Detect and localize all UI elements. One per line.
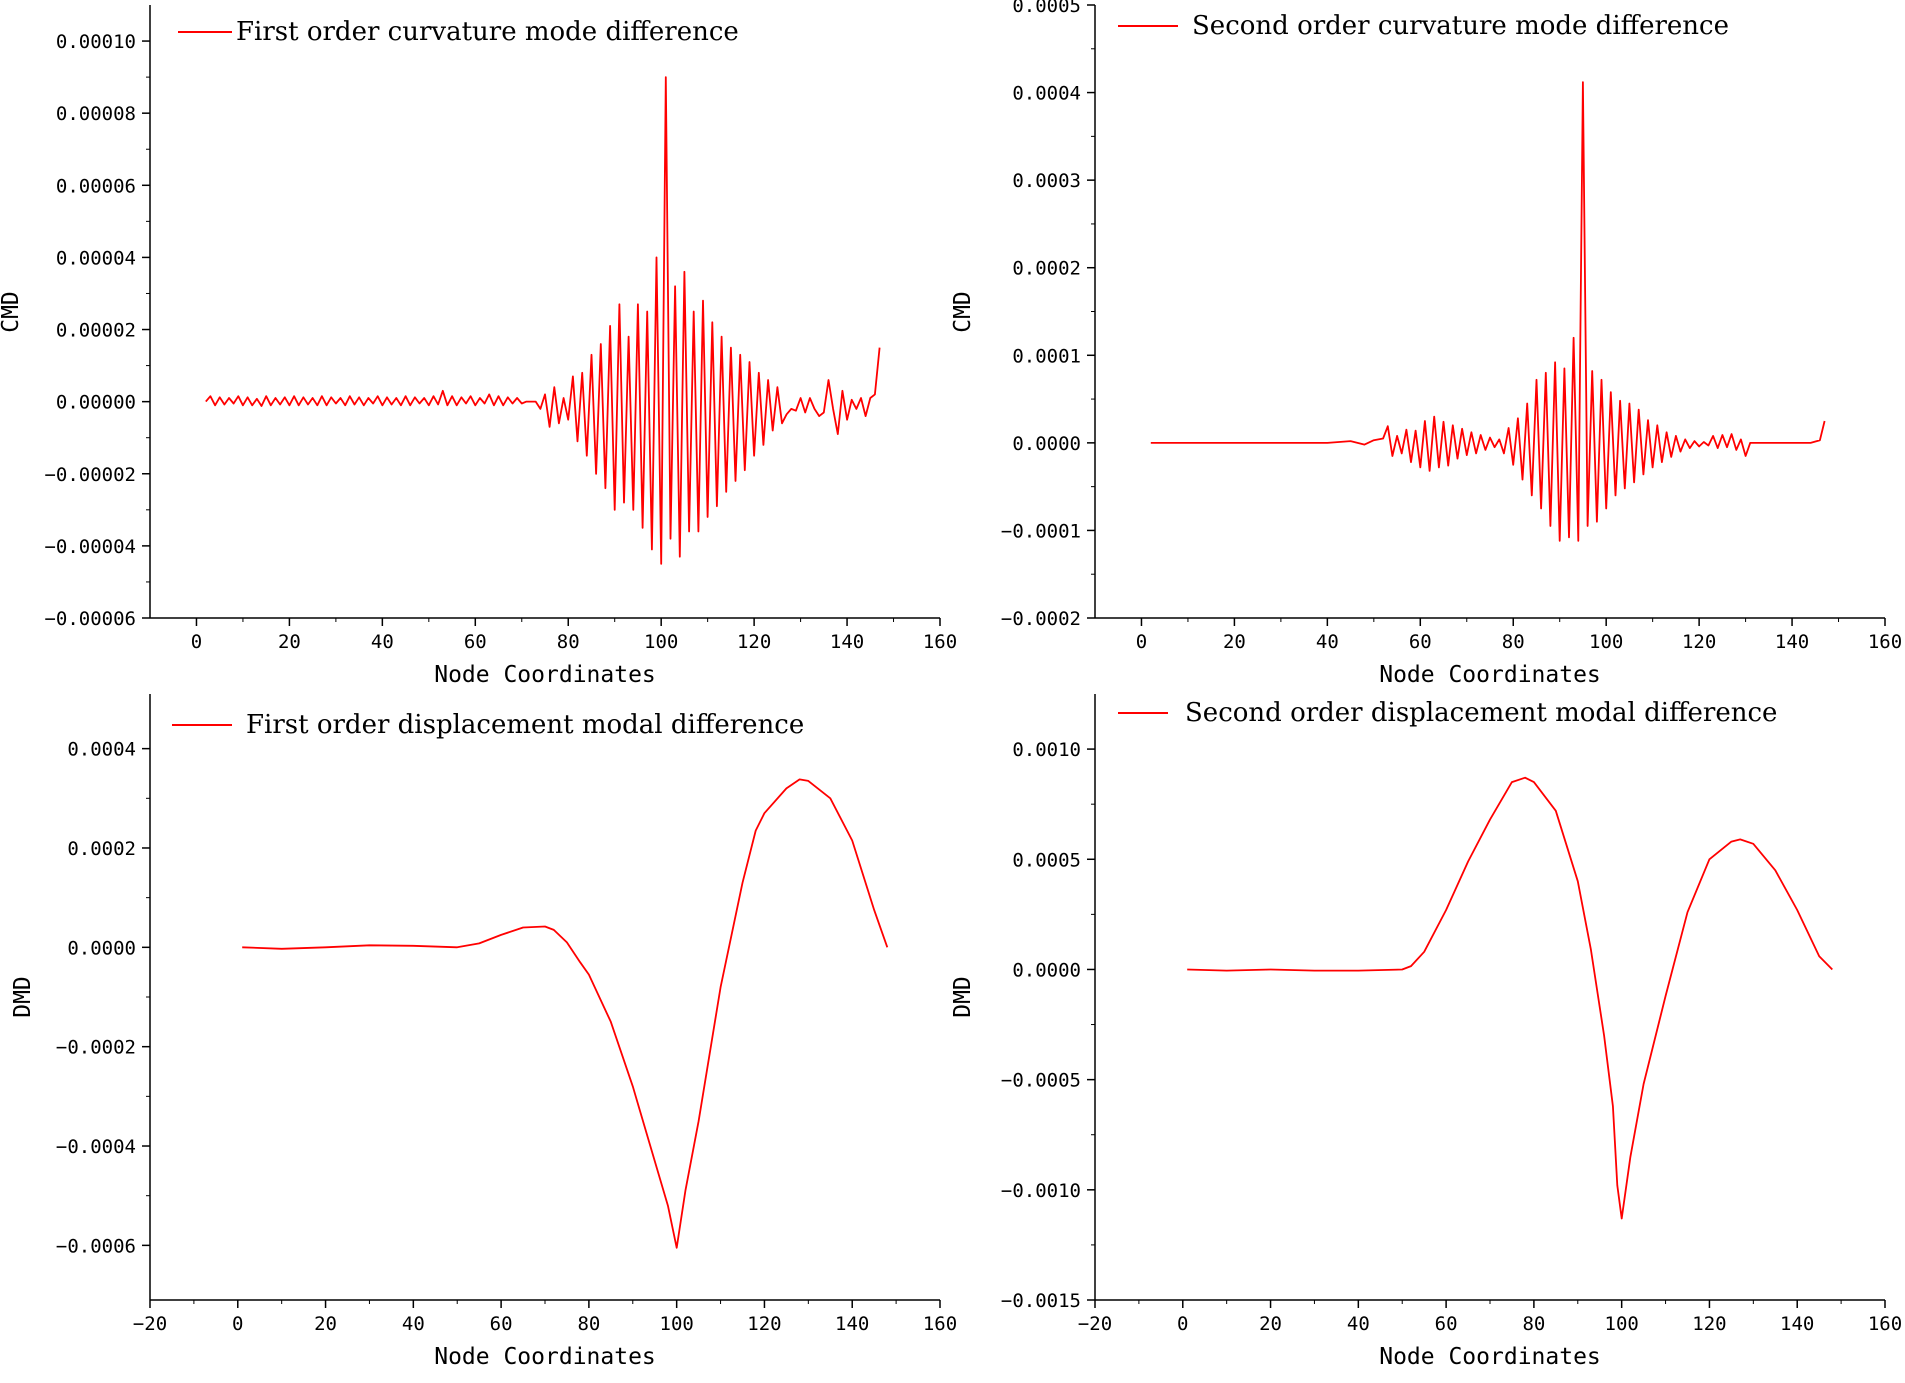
- y-tick-label: −0.0015: [1001, 1290, 1081, 1312]
- y-tick-label: 0.0000: [67, 937, 136, 959]
- x-tick-label: 80: [1502, 631, 1525, 653]
- x-tick-label: 60: [1435, 1313, 1458, 1335]
- x-tick-label: 20: [278, 631, 301, 653]
- series-line: [1187, 776, 1833, 1220]
- y-tick-label: 0.00004: [56, 247, 136, 269]
- legend-label: Second order curvature mode difference: [1192, 11, 1729, 41]
- y-tick-label: 0.0005: [1012, 849, 1081, 871]
- x-tick-label: 120: [1692, 1313, 1726, 1335]
- y-tick-label: 0.0002: [67, 838, 136, 860]
- legend-label: First order displacement modal differenc…: [246, 710, 804, 740]
- chart-panel-bottom-right: −20 0 20 40 60 80 100 120 140 160 −0.0015 −0.0010 −0…: [950, 694, 1902, 1370]
- y-tick-label: −0.0005: [1001, 1070, 1081, 1092]
- x-tick-label: 20: [314, 1313, 337, 1335]
- y-axis-title: CMD: [950, 291, 976, 333]
- x-tick-label: 160: [923, 631, 957, 653]
- y-tick-label: 0.00002: [56, 320, 136, 342]
- x-tick-label: 100: [644, 631, 678, 653]
- x-tick-label: 140: [830, 631, 864, 653]
- y-axis-title: DMD: [10, 976, 36, 1018]
- series-line: [1150, 81, 1826, 542]
- x-axis-title: Node Coordinates: [434, 662, 656, 688]
- y-tick-label: 0.0001: [1012, 345, 1081, 367]
- x-tick-label: 140: [1780, 1313, 1814, 1335]
- x-tick-label: 120: [747, 1313, 781, 1335]
- y-tick-label: −0.00006: [44, 608, 136, 630]
- y-tick-label: 0.0000: [1012, 433, 1081, 455]
- y-axis-title: CMD: [0, 291, 24, 333]
- chart-panel-top-right: 0 20 40 60 80 100 120 140 160 −0.0002 −0.0001 0.000…: [950, 0, 1902, 688]
- y-tick-label: −0.0002: [1001, 608, 1081, 630]
- y-tick-label: 0.0010: [1012, 739, 1081, 761]
- y-axis-title: DMD: [950, 976, 976, 1018]
- x-tick-label: 160: [923, 1313, 957, 1335]
- x-tick-label: 100: [1605, 1313, 1639, 1335]
- y-tick-label: −0.0002: [56, 1037, 136, 1059]
- x-tick-label: 160: [1868, 631, 1902, 653]
- y-tick-label: 0.0004: [1012, 83, 1081, 105]
- y-tick-label: −0.0010: [1001, 1180, 1081, 1202]
- x-tick-label: 140: [835, 1313, 869, 1335]
- series-line: [205, 76, 881, 565]
- x-tick-label: 160: [1868, 1313, 1902, 1335]
- x-tick-label: 80: [1522, 1313, 1545, 1335]
- y-tick-label: 0.0003: [1012, 170, 1081, 192]
- y-tick-label: −0.0004: [56, 1136, 136, 1158]
- x-tick-label: 80: [557, 631, 580, 653]
- x-tick-label: 60: [1409, 631, 1432, 653]
- x-tick-label: 0: [1136, 631, 1147, 653]
- x-tick-label: 40: [1347, 1313, 1370, 1335]
- y-tick-label: 0.00000: [56, 392, 136, 414]
- legend-label: First order curvature mode difference: [236, 17, 739, 47]
- y-tick-label: −0.00004: [44, 536, 136, 558]
- x-tick-label: 40: [1316, 631, 1339, 653]
- y-tick-label: 0.00008: [56, 103, 136, 125]
- legend-label: Second order displacement modal differen…: [1185, 698, 1777, 728]
- chart-panel-top-left: 0 20 40 60 80 100 120 140 160 −0.00006 −0.00004 −0.…: [0, 5, 957, 688]
- x-tick-label: 100: [1589, 631, 1623, 653]
- y-tick-label: 0.0002: [1012, 258, 1081, 280]
- y-tick-label: 0.00006: [56, 175, 136, 197]
- x-tick-label: 0: [191, 631, 202, 653]
- y-tick-label: 0.00010: [56, 31, 136, 53]
- x-tick-label: 20: [1259, 1313, 1282, 1335]
- x-tick-label: 60: [490, 1313, 513, 1335]
- x-tick-label: 120: [1682, 631, 1716, 653]
- x-tick-label: −20: [133, 1313, 167, 1335]
- chart-panel-bottom-left: −20 0 20 40 60 80 100 120 140 160 −0.0006 −0.0004 −0…: [10, 694, 957, 1370]
- x-tick-label: −20: [1078, 1313, 1112, 1335]
- y-tick-label: −0.00002: [44, 464, 136, 486]
- x-tick-label: 20: [1223, 631, 1246, 653]
- x-tick-label: 0: [232, 1313, 243, 1335]
- y-tick-label: −0.0006: [56, 1235, 136, 1257]
- x-tick-label: 100: [660, 1313, 694, 1335]
- series-line: [242, 778, 889, 1249]
- y-tick-label: 0.0004: [67, 739, 136, 761]
- x-axis-title: Node Coordinates: [1379, 662, 1601, 688]
- y-tick-label: 0.0005: [1012, 0, 1081, 17]
- x-axis-title: Node Coordinates: [1379, 1344, 1601, 1370]
- x-tick-label: 80: [577, 1313, 600, 1335]
- x-axis-title: Node Coordinates: [434, 1344, 656, 1370]
- x-tick-label: 140: [1775, 631, 1809, 653]
- x-tick-label: 40: [402, 1313, 425, 1335]
- y-tick-label: 0.0000: [1012, 959, 1081, 981]
- x-tick-label: 120: [737, 631, 771, 653]
- y-tick-label: −0.0001: [1001, 520, 1081, 542]
- x-tick-label: 0: [1177, 1313, 1188, 1335]
- x-tick-label: 40: [371, 631, 394, 653]
- x-tick-label: 60: [464, 631, 487, 653]
